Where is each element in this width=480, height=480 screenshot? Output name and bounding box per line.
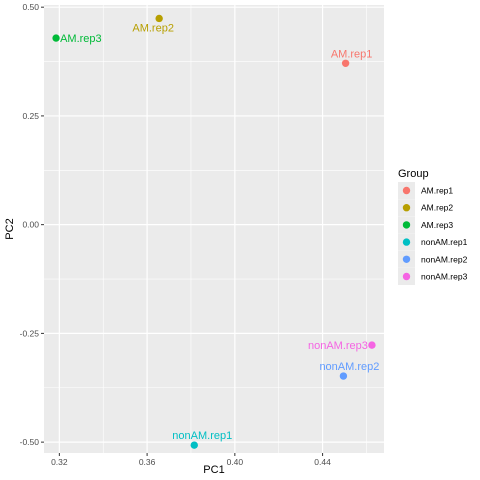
legend-swatch: [402, 204, 411, 212]
grid-minor: [44, 5, 384, 453]
y-tick-label: -0.50: [20, 437, 40, 447]
legend-label: AM.rep1: [421, 186, 453, 196]
point-labels: AM.rep1 AM.rep2 AM.rep3 nonAM.rep1 nonAM.rep…: [60, 22, 379, 442]
y-tick-label: -0.25: [20, 328, 40, 338]
point-label: AM.rep1: [331, 48, 373, 60]
legend: Group AM.rep1 AM.rep2 AM.rep3 nonAM.rep1 non…: [398, 168, 468, 285]
y-tick-label: 0.25: [22, 111, 39, 121]
data-points: [52, 14, 376, 449]
grid-major: [44, 5, 384, 453]
x-axis-ticks: 0.32 0.36 0.40 0.44: [51, 453, 331, 467]
point-label: AM.rep3: [60, 33, 102, 45]
legend-swatch: [402, 238, 411, 246]
legend-swatch: [402, 255, 411, 263]
legend-swatch: [402, 186, 411, 195]
data-point: [368, 341, 376, 349]
y-tick-label: 0.50: [22, 2, 39, 12]
x-tick-label: 0.44: [314, 457, 331, 467]
y-axis-title: PC2: [4, 218, 16, 239]
legend-label: nonAM.rep3: [421, 272, 468, 282]
x-tick-label: 0.40: [227, 457, 244, 467]
x-axis-title: PC1: [203, 464, 224, 476]
data-point: [341, 59, 350, 67]
legend-label: AM.rep2: [421, 203, 453, 213]
legend-items: AM.rep1 AM.rep2 AM.rep3 nonAM.rep1 nonAM.rep…: [398, 182, 468, 285]
legend-swatch: [402, 272, 411, 281]
point-label: nonAM.rep3: [308, 340, 368, 352]
y-tick-label: 0.00: [22, 220, 39, 230]
point-label: nonAM.rep1: [172, 430, 232, 442]
x-tick-label: 0.36: [139, 457, 156, 467]
data-point: [190, 441, 198, 449]
legend-label: nonAM.rep1: [421, 237, 468, 247]
point-label: nonAM.rep2: [319, 361, 379, 373]
point-label: AM.rep2: [132, 22, 174, 34]
legend-swatch: [402, 221, 411, 229]
data-point: [52, 34, 60, 42]
data-point: [155, 14, 163, 23]
legend-label: AM.rep3: [421, 220, 453, 230]
plot-panel: [44, 5, 384, 453]
y-axis-ticks: -0.50 -0.25 0.00 0.25 0.50: [20, 2, 44, 447]
legend-label: nonAM.rep2: [421, 254, 468, 264]
legend-title: Group: [398, 168, 429, 180]
data-point: [339, 372, 348, 380]
x-tick-label: 0.32: [51, 457, 68, 467]
